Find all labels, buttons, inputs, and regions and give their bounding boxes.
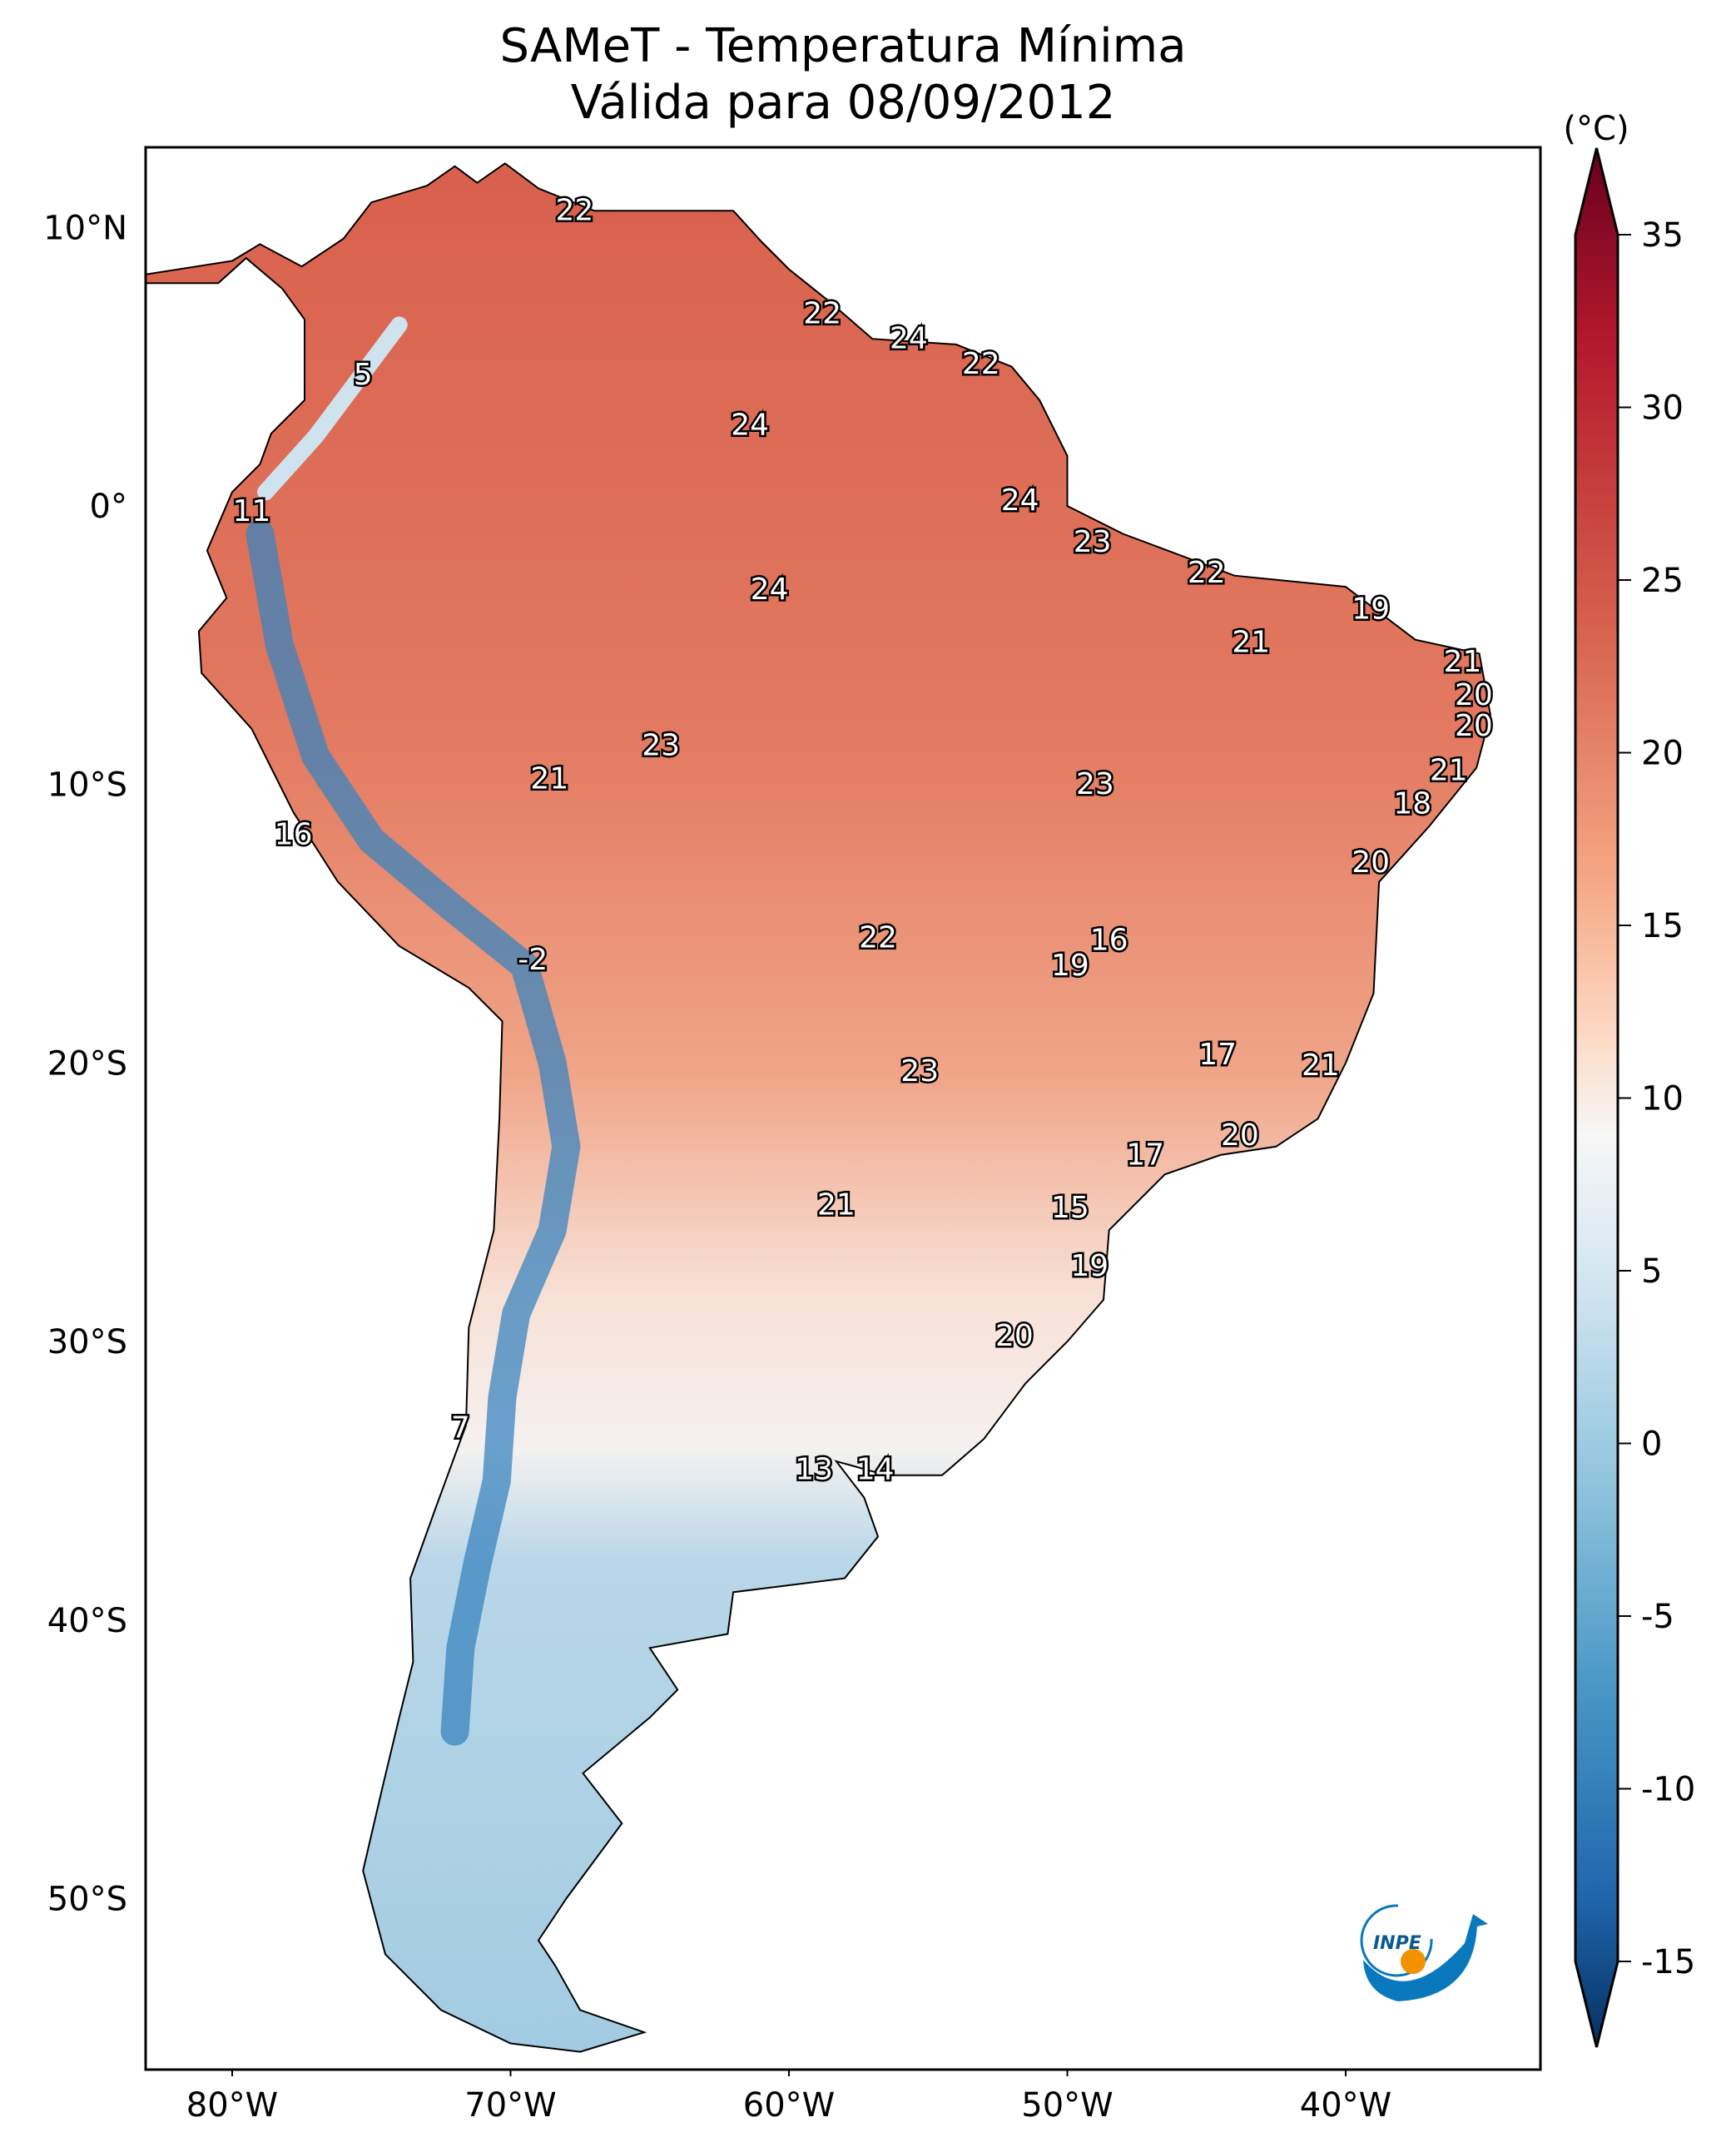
station-label: 21: [1430, 753, 1468, 787]
axis-ticks: 80°W 70°W 60°W 50°W 40°W 10°N 0° 10°S 20°S 30°S 40…: [43, 209, 1391, 2125]
station-label: 17: [1126, 1138, 1164, 1172]
lon-tick-label: 70°W: [464, 2086, 556, 2125]
lat-tick-label: 20°S: [47, 1044, 127, 1083]
map-frame: [144, 146, 1542, 2071]
colorbar-tick-label: 25: [1641, 562, 1684, 600]
station-label: 21: [817, 1188, 856, 1222]
station-label: 20: [1455, 709, 1493, 743]
inpe-logo-text: INPE: [1373, 1933, 1421, 1954]
station-label: 20: [1455, 678, 1493, 712]
station-label: 21: [530, 762, 568, 796]
station-label: 13: [795, 1453, 833, 1487]
station-label: 16: [1090, 924, 1128, 958]
station-label: 7: [451, 1411, 470, 1445]
lon-tick-label: 60°W: [743, 2086, 835, 2125]
station-label: 22: [1188, 556, 1226, 590]
andes-cold-band: [246, 519, 581, 1746]
station-label: 16: [275, 817, 313, 851]
south-america-landmass: [146, 162, 1491, 2053]
station-label: 15: [1051, 1191, 1089, 1225]
colorbar-tick-label: 20: [1641, 735, 1684, 773]
station-label: 14: [856, 1453, 895, 1487]
lat-tick-label: 10°N: [43, 209, 127, 247]
colombia-andes-cold-band: [257, 316, 408, 501]
station-label: 19: [1352, 592, 1390, 626]
colorbar-tick-label: 5: [1641, 1252, 1662, 1291]
station-label: 24: [751, 573, 789, 607]
station-label: 22: [859, 920, 897, 955]
station-label: 22: [556, 194, 594, 228]
lat-tick-label: 50°S: [47, 1881, 127, 1919]
map-title: SAMeT - Temperatura Mínima Válida para 0…: [146, 18, 1540, 131]
colorbar-tick-label: 15: [1641, 907, 1684, 945]
colorbar-tick-label: 35: [1641, 216, 1684, 255]
station-label: 23: [642, 728, 680, 762]
station-label: 23: [1076, 767, 1114, 801]
colorbar-ticks: 35 30 25 20 15 10 5 0 -5 -10 -15: [1618, 216, 1695, 1981]
station-label: 21: [1302, 1049, 1340, 1083]
lon-tick-label: 80°W: [186, 2086, 278, 2125]
lon-tick-label: 40°W: [1300, 2086, 1391, 2125]
station-label: 18: [1393, 787, 1431, 821]
lon-tick-label: 50°W: [1021, 2086, 1113, 2125]
lat-tick-label: 10°S: [47, 766, 127, 805]
station-label: 5: [354, 358, 373, 392]
station-label: 24: [1001, 483, 1039, 518]
colorbar-tick-label: 10: [1641, 1080, 1684, 1118]
station-label: 20: [1352, 845, 1390, 880]
station-label: 21: [1444, 645, 1482, 679]
station-label: 11: [233, 494, 271, 528]
title-line-1: SAMeT - Temperatura Mínima: [499, 19, 1187, 73]
inpe-logo: INPE: [1360, 1904, 1488, 2001]
colorbar-tick-label: 0: [1641, 1426, 1662, 1464]
station-label: 24: [890, 322, 928, 356]
station-label: 21: [1232, 626, 1270, 660]
lat-tick-label: 0°: [90, 488, 127, 526]
station-label: 20: [995, 1319, 1034, 1353]
station-label: 24: [731, 408, 769, 442]
title-line-2: Válida para 08/09/2012: [570, 76, 1116, 130]
colorbar-tick-label: -5: [1641, 1598, 1674, 1636]
colorbar-tick-label: -15: [1641, 1943, 1695, 1981]
station-label: 23: [1074, 525, 1112, 559]
lat-tick-label: 30°S: [47, 1323, 127, 1361]
station-label: 20: [1221, 1118, 1259, 1153]
station-label: 22: [962, 347, 1000, 381]
station-label: 23: [900, 1054, 939, 1088]
colorbar-tick-label: 30: [1641, 389, 1684, 428]
station-label: 19: [1070, 1249, 1109, 1283]
colorbar-unit: (°C): [1563, 110, 1629, 148]
colorbar: (°C) 35 30 25 20 15 10 5 0 -5 -10 -15: [1563, 110, 1695, 2048]
station-label: 22: [803, 297, 841, 331]
station-label: 17: [1198, 1038, 1237, 1072]
colorbar-bar: [1574, 147, 1619, 2048]
station-label: 19: [1051, 949, 1089, 983]
station-label: -2: [518, 943, 548, 977]
lat-tick-label: 40°S: [47, 1602, 127, 1640]
colorbar-tick-label: -10: [1641, 1771, 1695, 1809]
